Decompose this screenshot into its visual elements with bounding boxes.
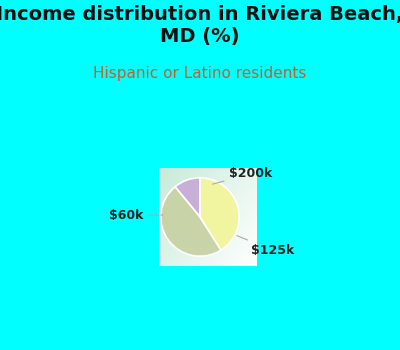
Wedge shape xyxy=(161,187,221,256)
Wedge shape xyxy=(200,178,239,250)
Text: Hispanic or Latino residents: Hispanic or Latino residents xyxy=(93,66,307,81)
Text: Income distribution in Riviera Beach,
MD (%): Income distribution in Riviera Beach, MD… xyxy=(0,5,400,46)
Text: $125k: $125k xyxy=(237,236,294,257)
Wedge shape xyxy=(175,178,200,217)
Text: $60k: $60k xyxy=(109,209,163,222)
Text: $200k: $200k xyxy=(212,167,273,184)
